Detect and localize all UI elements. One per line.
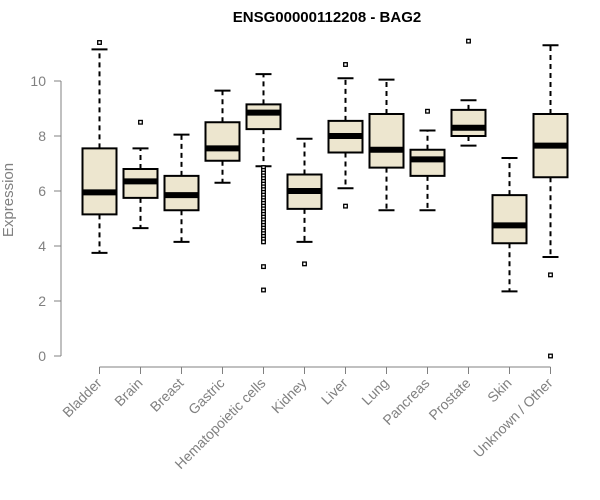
box-iqr	[368, 113, 405, 169]
box-iqr	[245, 103, 282, 131]
y-tick-label: 4	[38, 238, 46, 254]
box-lung	[368, 78, 405, 212]
box-unknown-other	[532, 44, 569, 359]
box-pancreas	[409, 108, 446, 212]
box-iqr	[450, 108, 487, 137]
box-gastric	[204, 89, 241, 184]
x-tick-label: Lung	[358, 375, 391, 408]
y-axis-title: Expression	[0, 163, 17, 237]
y-tick-label: 10	[30, 73, 46, 89]
x-tick-label: Liver	[318, 375, 351, 408]
outlier-point	[261, 264, 266, 270]
plot-area	[81, 38, 569, 359]
box-breast	[163, 133, 200, 243]
box-iqr	[204, 121, 241, 162]
y-tick-label: 8	[38, 128, 46, 144]
x-tick-label: Brain	[111, 375, 145, 409]
x-tick-label: Skin	[484, 375, 515, 406]
x-tick-label: Prostate	[425, 375, 473, 423]
outlier-point	[138, 119, 143, 125]
outlier-point	[548, 353, 553, 359]
y-tick-label: 2	[38, 293, 46, 309]
box-bladder	[81, 40, 118, 254]
box-iqr	[409, 148, 446, 177]
outlier-point	[261, 239, 266, 245]
outlier-point	[302, 261, 307, 267]
x-tick-label: Kidney	[268, 375, 310, 417]
outlier-point	[343, 203, 348, 209]
outlier-point	[466, 38, 471, 44]
box-prostate	[450, 38, 487, 147]
outlier-point	[97, 40, 102, 45]
box-liver	[327, 62, 364, 209]
box-kidney	[286, 137, 323, 267]
x-tick-label: Bladder	[59, 375, 105, 421]
outlier-point	[425, 108, 430, 114]
outlier-point	[548, 272, 553, 278]
box-brain	[122, 119, 159, 230]
y-tick-label: 6	[38, 183, 46, 199]
outlier-point	[261, 287, 266, 293]
x-tick-label: Breast	[147, 375, 187, 415]
y-tick-label: 0	[38, 348, 46, 364]
outlier-point	[343, 62, 348, 67]
box-iqr	[491, 194, 528, 245]
box-skin	[491, 157, 528, 293]
box-hematopoietic-cells	[245, 73, 282, 293]
chart-title: ENSG00000112208 - BAG2	[233, 9, 421, 26]
y-axis: 0 2 4 6 8 10	[30, 73, 62, 364]
box-iqr	[81, 147, 118, 216]
